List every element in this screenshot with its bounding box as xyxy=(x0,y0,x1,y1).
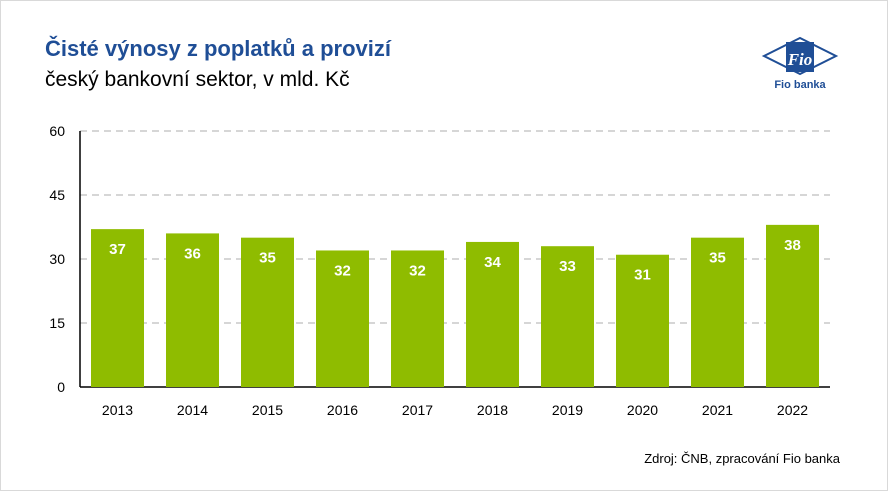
source-note: Zdroj: ČNB, zpracování Fio banka xyxy=(644,451,840,466)
bar xyxy=(466,241,519,387)
x-tick-label: 2013 xyxy=(102,402,133,418)
y-tick-label: 15 xyxy=(49,315,65,331)
logo-mark: Fio xyxy=(787,50,813,69)
bar xyxy=(766,224,819,387)
x-tick-label: 2019 xyxy=(552,402,583,418)
data-label: 33 xyxy=(559,258,576,275)
x-tick-label: 2014 xyxy=(177,402,208,418)
data-label: 31 xyxy=(634,267,651,284)
data-label: 37 xyxy=(109,241,126,258)
bar xyxy=(316,250,369,387)
bar xyxy=(241,237,294,387)
bar xyxy=(691,237,744,387)
x-tick-label: 2016 xyxy=(327,402,358,418)
bar xyxy=(166,233,219,387)
x-tick-label: 2020 xyxy=(627,402,658,418)
data-label: 36 xyxy=(184,245,201,262)
bar xyxy=(391,250,444,387)
chart-subtitle: český bankovní sektor, v mld. Kč xyxy=(45,68,350,91)
x-tick-label: 2021 xyxy=(702,402,733,418)
y-tick-label: 30 xyxy=(49,251,65,267)
logo-name: Fio banka xyxy=(774,79,826,91)
chart-title: Čisté výnosy z poplatků a provizí xyxy=(45,36,391,61)
y-tick-label: 0 xyxy=(57,379,65,395)
x-tick-label: 2022 xyxy=(777,402,808,418)
bar xyxy=(91,229,144,387)
data-label: 38 xyxy=(784,237,801,254)
data-label: 35 xyxy=(709,250,726,267)
data-label: 32 xyxy=(409,262,426,279)
data-label: 34 xyxy=(484,254,501,271)
y-tick-label: 45 xyxy=(49,187,65,203)
x-tick-label: 2017 xyxy=(402,402,433,418)
fio-banka-logo-icon: Fio xyxy=(761,36,839,76)
data-label: 35 xyxy=(259,250,276,267)
bar xyxy=(541,246,594,387)
x-tick-label: 2018 xyxy=(477,402,508,418)
y-tick-label: 60 xyxy=(49,123,65,139)
data-label: 32 xyxy=(334,262,351,279)
bar xyxy=(616,254,669,387)
x-tick-label: 2015 xyxy=(252,402,283,418)
